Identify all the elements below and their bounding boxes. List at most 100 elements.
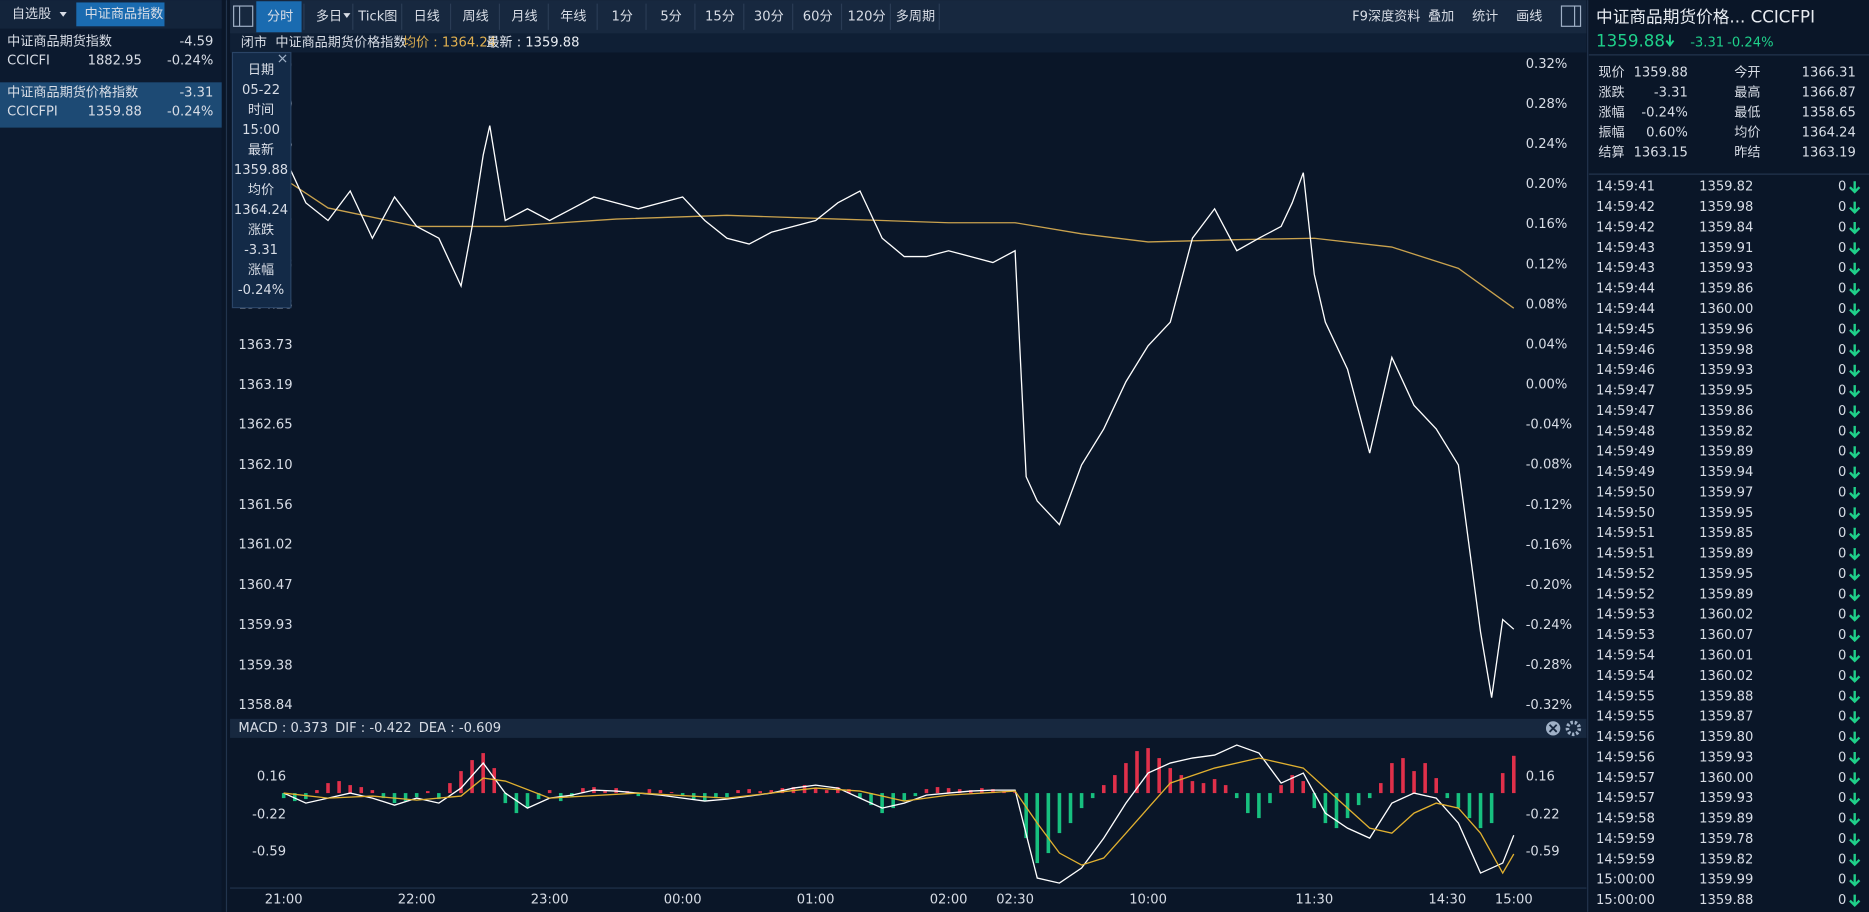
quote-title: 中证商品期货价格... CCICFPI	[1596, 7, 1815, 26]
tick-price: 1360.01	[1699, 649, 1753, 664]
panel-toggle[interactable]	[1560, 5, 1582, 27]
down-arrow	[1849, 262, 1861, 276]
active-tab[interactable]	[76, 2, 165, 27]
macd-bar	[425, 791, 430, 794]
tick-price: 1359.89	[1699, 812, 1753, 827]
y2-tick-label: 0.12%	[1526, 257, 1568, 272]
macd-bar	[902, 793, 907, 802]
macd-bar	[1246, 793, 1250, 814]
toolbar-button[interactable]: 年线	[560, 8, 586, 24]
toolbar-button[interactable]: 120分	[847, 8, 885, 24]
toolbar-button[interactable]: 月线	[511, 8, 537, 24]
down-arrow	[1849, 344, 1861, 357]
toolbar-button[interactable]: 15分	[705, 8, 735, 24]
tooltip-close[interactable]	[278, 54, 287, 63]
tick-price: 1359.89	[1699, 547, 1753, 562]
tab[interactable]: 自选股	[12, 6, 51, 22]
sidebar-toggle[interactable]	[233, 5, 254, 27]
stat-value: 1364.24	[1802, 125, 1856, 140]
macd-bar	[935, 787, 940, 794]
tick-time: 14:59:50	[1596, 506, 1655, 521]
stat-value: 1363.15	[1634, 145, 1688, 160]
down-arrow	[1849, 772, 1861, 785]
market-status: 闭市	[241, 33, 267, 50]
tick-volume: 0	[1838, 587, 1846, 602]
toolbar-button[interactable]: 60分	[803, 8, 833, 24]
tick-time: 14:59:52	[1596, 567, 1655, 582]
down-arrow	[1849, 548, 1861, 561]
tooltip-value: 15:00	[242, 123, 280, 138]
toolbar-button[interactable]: F9深度资料	[1352, 8, 1420, 24]
close-icon-x	[1548, 724, 1558, 733]
down-arrow	[1849, 731, 1861, 744]
toolbar-button[interactable]: 1分	[611, 8, 632, 24]
tick-price: 1359.82	[1699, 852, 1753, 867]
toolbar-button[interactable]: 统计	[1472, 8, 1498, 24]
tick-volume: 0	[1838, 343, 1846, 358]
toolbar-button[interactable]: 分时	[267, 8, 293, 24]
x-tick-label: 21:00	[265, 893, 303, 908]
stat-label: 涨幅	[1598, 104, 1624, 120]
toolbar-button[interactable]: 日线	[414, 8, 440, 24]
y-tick-label: 0.16	[257, 770, 286, 785]
toolbar-button[interactable]: 5分	[660, 8, 681, 24]
tick-price: 1359.89	[1699, 445, 1753, 460]
tick-price: 1359.82	[1699, 180, 1753, 195]
selected-row[interactable]	[0, 82, 222, 128]
tick-price: 1359.80	[1699, 730, 1753, 745]
item-name[interactable]: 中证商品期货指数	[7, 32, 112, 49]
down-arrow	[1849, 690, 1861, 704]
chart-name: 中证商品期货价格指数	[275, 33, 406, 50]
tick-volume: 0	[1838, 730, 1846, 745]
tab[interactable]: 中证商品指数	[85, 6, 164, 22]
macd-bar	[1024, 793, 1028, 839]
tick-time: 14:59:53	[1596, 628, 1655, 643]
x-tick-label: 15:00	[1495, 893, 1533, 908]
settings-icon[interactable]	[1565, 720, 1582, 737]
toolbar-button[interactable]: 叠加	[1428, 8, 1454, 24]
tick-price: 1359.89	[1699, 587, 1753, 602]
toolbar-button[interactable]: 30分	[754, 8, 784, 24]
down-arrow	[1849, 446, 1861, 459]
tick-volume: 0	[1838, 424, 1846, 439]
macd-bar	[824, 790, 829, 794]
tick-volume: 0	[1838, 893, 1846, 908]
down-arrow	[1849, 385, 1861, 398]
macd-bar	[1124, 763, 1128, 794]
tick-time: 14:59:54	[1596, 669, 1655, 684]
y-tick-label: 1363.19	[238, 378, 292, 393]
stat-value: -0.24%	[1641, 105, 1687, 120]
macd-bar	[381, 793, 386, 799]
tick-time: 14:59:44	[1596, 282, 1655, 297]
tick-time: 14:59:43	[1596, 261, 1655, 276]
macd-bar	[636, 793, 641, 797]
stat-value: 1359.88	[1634, 65, 1688, 80]
tooltip-value: 1364.24	[234, 203, 288, 218]
tooltip-label: 涨跌	[248, 222, 274, 238]
tooltip-value: -0.24%	[238, 283, 284, 298]
latest-price: 最新 : 1359.88	[486, 34, 579, 50]
tick-volume: 0	[1838, 282, 1846, 297]
chart-header	[230, 33, 1587, 53]
macd-bar	[1079, 793, 1084, 809]
down-arrow	[1849, 405, 1861, 418]
toolbar-button[interactable]: 多周期	[896, 7, 935, 24]
stat-label: 结算	[1598, 144, 1624, 160]
tooltip	[231, 51, 292, 309]
toolbar-button[interactable]: Tick图	[357, 9, 397, 24]
toolbar-button[interactable]: 周线	[462, 8, 488, 24]
tick-volume: 0	[1838, 384, 1846, 399]
toolbar-button[interactable]: 多日	[316, 7, 342, 24]
y2-tick-label: -0.20%	[1526, 578, 1572, 593]
item-code: CCICFI	[7, 53, 50, 68]
stat-value: 1366.87	[1802, 85, 1856, 100]
toolbar-button[interactable]: 画线	[1516, 8, 1542, 24]
stat-label: 振幅	[1598, 124, 1624, 140]
item-name[interactable]: 中证商品期货价格指数	[7, 84, 138, 101]
down-arrow	[1849, 425, 1861, 439]
macd-bar	[281, 793, 286, 799]
tick-volume: 0	[1838, 445, 1846, 460]
macd-bar	[348, 785, 352, 794]
tick-volume: 0	[1838, 791, 1846, 806]
down-arrow	[1849, 222, 1861, 235]
